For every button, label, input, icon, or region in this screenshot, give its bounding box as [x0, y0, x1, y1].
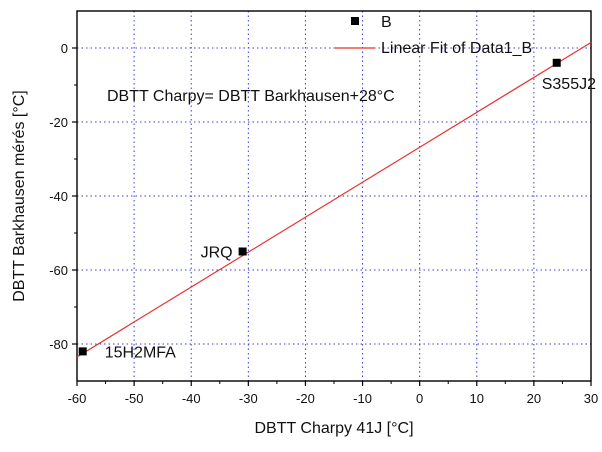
annotation-text: DBTT Charpy= DBTT Barkhausen+28°C	[107, 88, 395, 105]
axis-ticks: -60 -50 -40 -30 -20 -10 0 10 20 30 -80 -60 -40 -20 0	[49, 41, 598, 406]
x-tick-label: -60	[68, 391, 87, 406]
legend-label-fit: Linear Fit of Data1_B	[381, 40, 532, 57]
legend-label-b: B	[381, 14, 392, 31]
y-tick-label: 0	[61, 41, 68, 56]
data-point-label: S355J2	[542, 76, 596, 93]
data-point	[552, 58, 561, 67]
x-axis-label: DBTT Charpy 41J [°C]	[254, 420, 413, 437]
legend: B Linear Fit of Data1_B	[335, 14, 532, 57]
data-point	[78, 347, 87, 356]
series: 15H2MFA JRQ S355J2	[76, 41, 596, 361]
grid	[77, 11, 591, 381]
data-point-label: 15H2MFA	[105, 344, 176, 361]
legend-marker-b	[351, 17, 359, 25]
y-tick-label: -40	[49, 189, 68, 204]
y-tick-label: -80	[49, 337, 68, 352]
x-tick-label: -30	[239, 391, 258, 406]
x-tick-label: -10	[353, 391, 372, 406]
x-tick-label: 20	[527, 391, 541, 406]
x-tick-label: 0	[416, 391, 423, 406]
x-tick-label: 30	[584, 391, 598, 406]
x-tick-label: 10	[470, 391, 484, 406]
y-tick-label: -60	[49, 263, 68, 278]
data-point	[238, 247, 247, 256]
linear-fit-line	[76, 41, 592, 358]
x-tick-label: -40	[182, 391, 201, 406]
y-axis-label: DBTT Barkhausen mérés [°C]	[11, 90, 28, 302]
y-tick-label: -20	[49, 115, 68, 130]
x-tick-label: -50	[125, 391, 144, 406]
x-tick-label: -20	[296, 391, 315, 406]
data-point-label: JRQ	[201, 245, 233, 262]
